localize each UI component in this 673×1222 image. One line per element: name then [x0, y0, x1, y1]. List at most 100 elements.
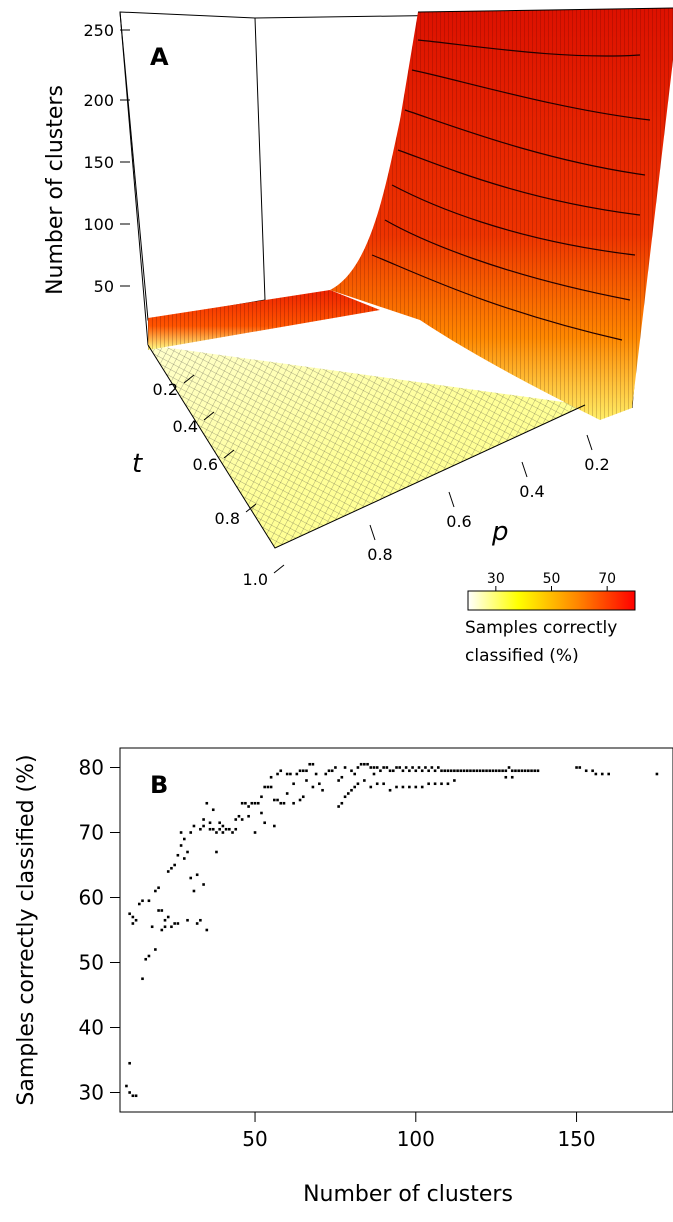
scatter-point	[160, 928, 164, 932]
z-tick-label: 100	[83, 215, 114, 234]
scatter-point	[234, 818, 238, 821]
scatter-point	[231, 831, 234, 834]
scatter-point	[195, 873, 199, 877]
scatter-point	[183, 857, 186, 860]
scatter-point	[440, 769, 443, 773]
plot-frame	[119, 747, 673, 1113]
scatter-point	[311, 762, 315, 766]
scatter-point	[517, 769, 520, 773]
scatter-point	[427, 782, 430, 786]
t-tick-mark	[273, 564, 285, 574]
y-tick-label: 70	[79, 821, 104, 845]
scatter-point	[420, 769, 424, 773]
scatter-point	[375, 782, 379, 786]
scatter-point	[305, 769, 308, 773]
scatter-point	[131, 915, 135, 919]
scatter-point	[150, 925, 154, 929]
scatter-point	[536, 769, 540, 773]
scatter-point	[301, 769, 305, 773]
colorbar-title-line1: Samples correctly	[465, 618, 617, 638]
scatter-point	[205, 801, 209, 805]
scatter-point	[305, 779, 308, 782]
scatter-point	[292, 782, 295, 786]
scatter-point	[285, 792, 289, 795]
scatter-point	[478, 769, 482, 773]
scatter-point	[578, 766, 582, 769]
scatter-point	[269, 785, 273, 789]
scatter-point	[199, 918, 202, 922]
p-tick-mark	[448, 491, 455, 508]
colorbar-tick-label: 30	[487, 571, 505, 587]
scatter-point	[224, 827, 228, 831]
p-axis-label: p	[491, 517, 509, 547]
p-tick-label: 0.4	[519, 482, 544, 501]
scatter-point	[440, 782, 443, 786]
scatter-point	[395, 766, 398, 769]
scatter-point	[427, 769, 430, 773]
scatter-point	[424, 766, 427, 769]
z-axis-ticks: 50 100 150 200 250	[83, 21, 130, 296]
scatter-point	[192, 824, 196, 828]
colorbar-tick-label: 50	[543, 571, 561, 587]
x-tick-label: 150	[557, 1127, 595, 1151]
scatter-point	[507, 766, 511, 769]
scatter-point	[353, 772, 357, 776]
scatter-point	[195, 922, 199, 925]
scatter-point	[301, 795, 305, 799]
scatter-point	[166, 915, 170, 919]
scatter-point	[215, 831, 218, 834]
p-tick-mark	[369, 524, 376, 541]
t-tick-label: 0.4	[173, 417, 198, 436]
scatter-point	[472, 769, 475, 773]
p-tick-label: 0.8	[367, 545, 392, 564]
scatter-point	[350, 788, 353, 792]
scatter-point	[382, 782, 385, 786]
scatter-point	[337, 805, 340, 808]
z-tick-label: 250	[83, 21, 114, 40]
scatter-point	[154, 948, 157, 951]
scatter-point	[494, 769, 498, 773]
scatter-point	[202, 883, 205, 886]
scatter-point	[186, 850, 189, 854]
scatter-point	[263, 785, 266, 789]
x-axis-label: Number of clusters	[303, 1182, 513, 1207]
scatter-point	[363, 779, 366, 782]
scatter-point	[170, 925, 173, 929]
scatter-point	[372, 772, 376, 776]
scatter-point	[343, 766, 347, 769]
scatter-point	[273, 798, 276, 802]
scatter-point	[369, 785, 373, 789]
scatter-point	[382, 766, 385, 769]
scatter-point	[510, 769, 514, 773]
t-tick-label: 1.0	[243, 570, 268, 589]
scatter-point	[356, 782, 360, 786]
scatter-point	[157, 886, 160, 890]
scatter-point	[575, 766, 578, 769]
scatter-point	[189, 876, 193, 880]
scatter-point	[247, 814, 250, 818]
t-tick-label: 0.2	[153, 380, 178, 399]
scatter-point	[228, 827, 231, 831]
scatter-point	[366, 762, 369, 766]
scatter-point	[215, 850, 218, 854]
scatter-point	[321, 788, 324, 792]
scatter-point	[491, 769, 495, 773]
scatter-point	[340, 801, 344, 805]
scatter-point	[269, 775, 273, 779]
scatter-points	[125, 762, 659, 1098]
scatter-point	[244, 801, 247, 805]
scatter-point	[453, 779, 456, 782]
x-tick-label: 50	[242, 1127, 267, 1151]
scatter-point	[263, 821, 266, 825]
scatter-point	[584, 769, 588, 773]
scatter-point	[189, 831, 193, 834]
panel-b-scatter-plot: 30 40 50 60 70 80 50 100 150 B Samples correctl…	[14, 747, 673, 1207]
scatter-point	[379, 769, 382, 773]
scatter-point	[279, 769, 283, 773]
scatter-point	[157, 909, 160, 912]
scatter-point	[173, 863, 176, 867]
scatter-point	[141, 899, 144, 903]
scatter-point	[443, 769, 447, 773]
